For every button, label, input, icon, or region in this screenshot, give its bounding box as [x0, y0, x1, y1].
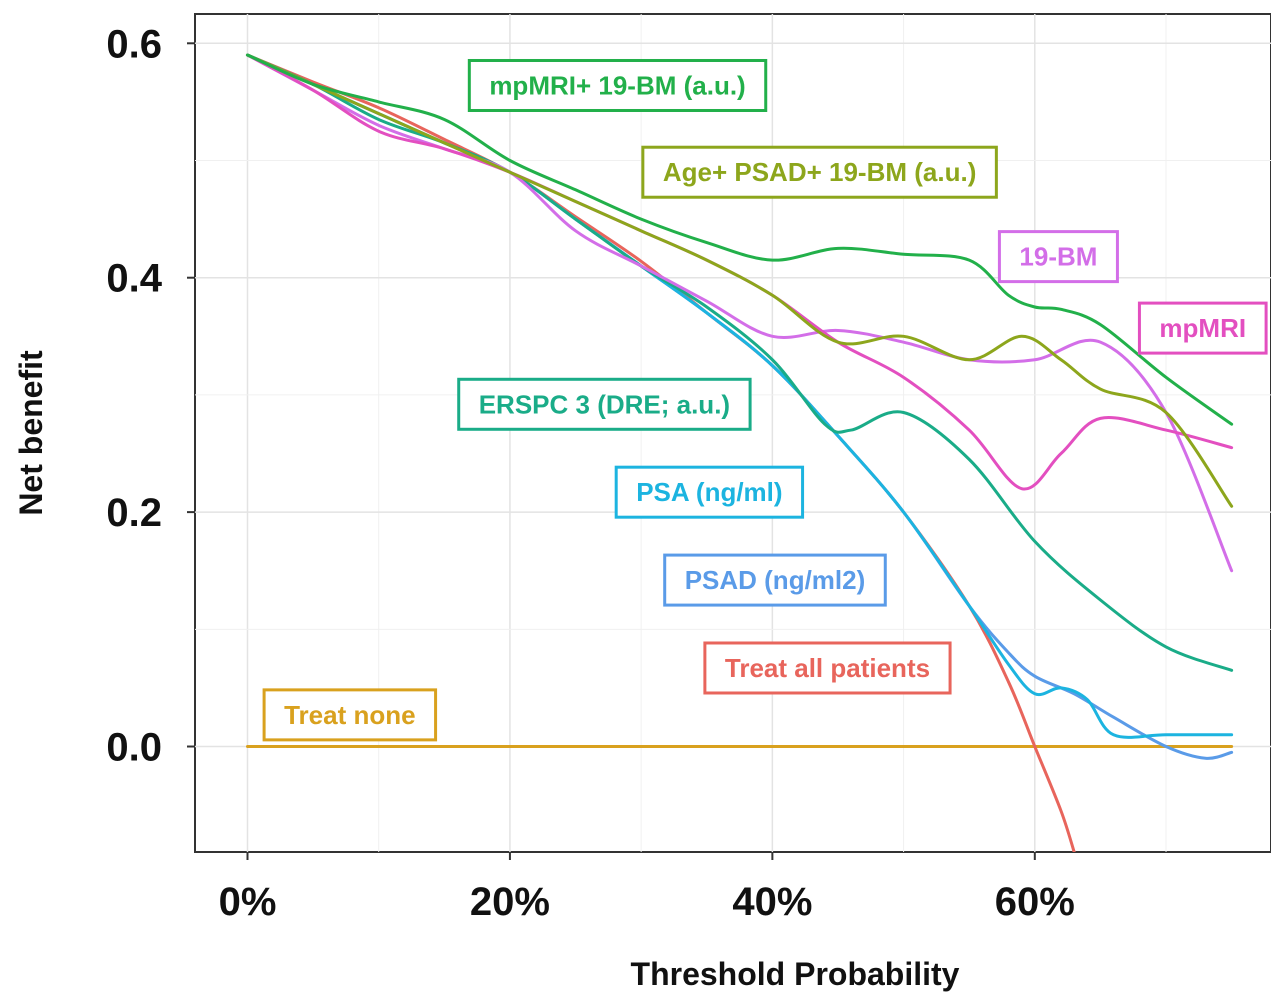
series-label-mpmri-19-bm-a-u: mpMRI+ 19-BM (a.u.)	[467, 58, 768, 112]
series-label-text: mpMRI+ 19-BM (a.u.)	[489, 70, 745, 100]
series-label-text: PSA (ng/ml)	[636, 477, 782, 507]
series-label-text: PSAD (ng/ml2)	[685, 565, 866, 595]
series-label-box	[997, 230, 1119, 284]
series-label-treat-none: Treat none	[262, 688, 438, 742]
series-label-box	[262, 688, 438, 742]
plot-panel: mpMRI+ 19-BM (a.u.) Age+ PSAD+ 19-BM (a.u…	[194, 13, 1271, 853]
series-label-erspc-3-dre-a-u: ERSPC 3 (DRE; a.u.)	[457, 377, 752, 431]
y-tick-label: 0.4	[106, 257, 162, 301]
x-tick-label: 40%	[732, 880, 812, 924]
series-label-box	[641, 145, 998, 199]
x-tick-label: 20%	[470, 880, 550, 924]
series-label-text: Treat all patients	[725, 653, 930, 683]
series-label-text: Treat none	[284, 700, 415, 730]
x-axis-ticks: 0% 20% 40% 60%	[219, 852, 1075, 924]
series-label-19-bm: 19-BM	[997, 230, 1119, 284]
series-label-box	[703, 641, 952, 695]
x-tick-label: 60%	[995, 880, 1075, 924]
series-label-box	[614, 465, 805, 519]
series-label-mpmri: mpMRI	[1137, 301, 1268, 355]
series-label-treat-all-patients: Treat all patients	[703, 641, 952, 695]
series-lines	[245, 53, 1234, 852]
y-axis-ticks: 0.0 0.2 0.4 0.6	[106, 22, 195, 770]
y-tick-label: 0.0	[106, 726, 162, 770]
series-line-age-psad-19-bm-a-u	[245, 53, 1234, 508]
series-label-psa-ng-ml: PSA (ng/ml)	[614, 465, 805, 519]
series-label-text: Age+ PSAD+ 19-BM (a.u.)	[663, 157, 977, 187]
y-tick-label: 0.2	[106, 491, 162, 535]
series-line-mpmri-19-bm-a-u	[245, 53, 1234, 426]
series-label-text: 19-BM	[1019, 242, 1097, 272]
series-label-box	[663, 553, 887, 607]
series-label-age-psad-19-bm-a-u: Age+ PSAD+ 19-BM (a.u.)	[641, 145, 998, 199]
x-tick-label: 0%	[219, 880, 277, 924]
series-label-box	[467, 58, 768, 112]
series-label-text: mpMRI	[1159, 313, 1246, 343]
series-label-text: ERSPC 3 (DRE; a.u.)	[479, 389, 730, 419]
series-labels: mpMRI+ 19-BM (a.u.) Age+ PSAD+ 19-BM (a.u…	[262, 58, 1268, 742]
y-tick-label: 0.6	[106, 22, 162, 66]
series-label-psad-ng-ml2: PSAD (ng/ml2)	[663, 553, 887, 607]
y-axis-title: Net benefit	[13, 350, 49, 516]
series-label-box	[1137, 301, 1268, 355]
x-axis-title: Threshold Probability	[631, 956, 960, 992]
series-line-19-bm	[245, 53, 1234, 573]
series-label-box	[457, 377, 752, 431]
